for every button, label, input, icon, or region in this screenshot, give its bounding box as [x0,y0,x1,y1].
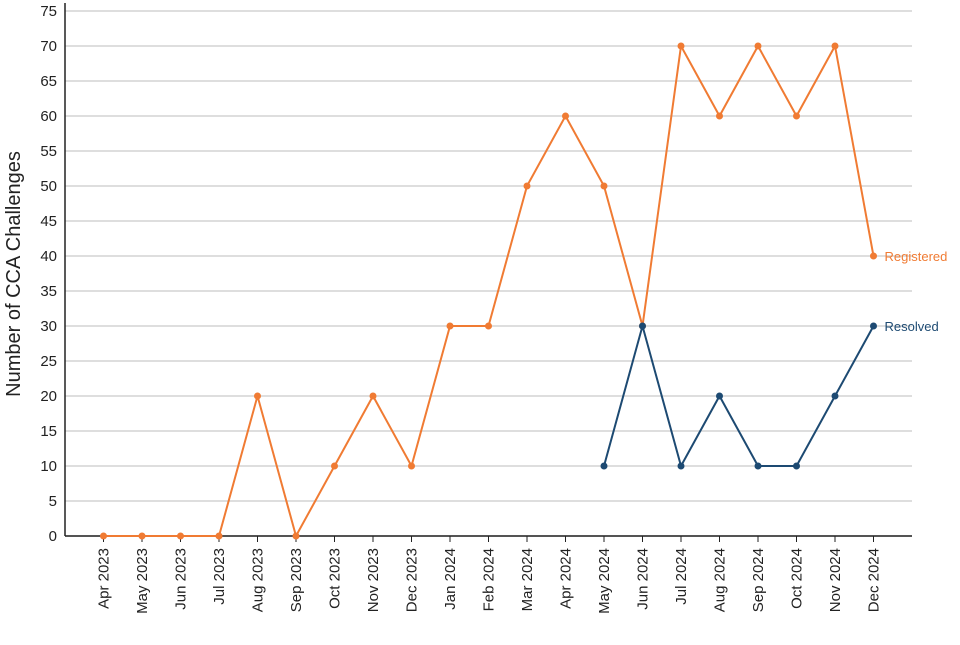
data-point [870,322,877,330]
x-tick-label: Dec 2024 [866,548,883,612]
data-point [831,42,839,50]
y-tick-label: 20 [40,388,57,405]
data-point [408,462,415,470]
y-tick-label: 65 [40,73,57,90]
x-tick-label: Aug 2023 [250,548,267,612]
y-tick-label: 40 [40,248,57,265]
data-point [600,462,608,470]
y-tick-label: 10 [40,458,57,475]
data-point [331,462,338,470]
y-tick-label: 30 [40,318,57,335]
x-tick-label: Jan 2024 [442,548,459,610]
data-point [369,392,377,400]
x-tick-label: Jun 2023 [173,548,190,610]
data-point [716,392,723,400]
data-point [677,462,685,470]
data-point [831,392,839,400]
x-tick-label: Dec 2023 [404,548,421,612]
y-tick-label: 35 [40,283,57,300]
x-tick-label: Sep 2023 [288,548,305,612]
data-point [754,42,762,50]
data-point [562,112,569,120]
y-axis-title: Number of CCA Challenges [3,151,25,397]
x-tick-label: Jun 2024 [635,548,652,610]
data-point [639,322,646,330]
data-point [793,112,800,120]
data-point [446,322,454,330]
x-tick-label: Sep 2024 [750,548,767,612]
data-point [870,252,877,260]
data-point [138,532,146,540]
y-tick-label: 0 [49,528,57,545]
y-tick-label: 70 [40,38,57,55]
series-label: Registered [885,249,948,264]
x-tick-label: May 2024 [596,548,613,614]
x-tick-label: Jul 2023 [211,548,228,605]
data-point [254,392,261,400]
data-point [600,182,608,190]
series-line [603,322,875,469]
x-tick-label: Apr 2023 [96,548,113,609]
y-tick-label: 5 [49,493,57,510]
data-point [523,182,531,190]
series-label: Resolved [885,319,939,334]
x-tick-label: Oct 2023 [327,548,344,609]
x-tick-label: Nov 2023 [365,548,382,612]
x-tick-label: Nov 2024 [827,548,844,612]
x-tick-label: Mar 2024 [519,548,536,611]
data-point [716,112,723,120]
data-point [793,462,800,470]
y-tick-label: 60 [40,108,57,125]
data-point [485,322,492,330]
y-tick-label: 55 [40,143,57,160]
x-tick-label: Oct 2024 [789,548,806,609]
x-tick-label: Feb 2024 [481,548,498,611]
x-tick-label: May 2023 [134,548,151,614]
x-tick-label: Jul 2024 [673,548,690,605]
y-tick-label: 25 [40,353,57,370]
y-tick-label: 75 [40,3,57,20]
data-point [754,462,762,470]
data-point [292,532,300,540]
x-tick-label: Aug 2024 [712,548,729,612]
data-point [100,532,107,540]
y-tick-label: 15 [40,423,57,440]
x-tick-label: Apr 2024 [558,548,575,609]
y-tick-label: 45 [40,213,57,230]
data-point [177,532,184,540]
data-point [677,42,685,50]
data-point [215,532,223,540]
y-tick-label: 50 [40,178,57,195]
